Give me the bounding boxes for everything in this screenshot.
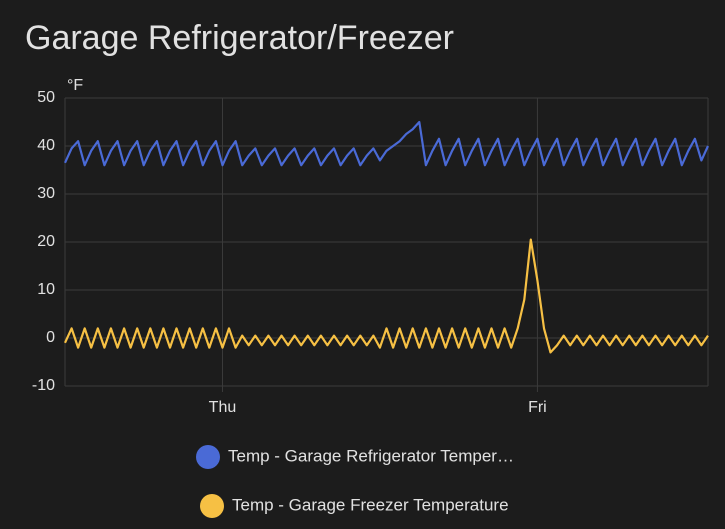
chart-title: Garage Refrigerator/Freezer	[25, 19, 454, 57]
y-tick-label: 0	[46, 329, 55, 346]
legend-label: Temp - Garage Freezer Temperature	[232, 495, 509, 514]
series-line	[64, 238, 709, 354]
y-tick-label: -10	[32, 377, 55, 394]
y-axis-label: °F	[67, 77, 83, 94]
x-tick-label: Thu	[209, 399, 237, 416]
series-line	[64, 120, 709, 167]
y-tick-label: 40	[37, 137, 55, 154]
y-tick-label: 30	[37, 185, 55, 202]
legend-swatch	[196, 445, 220, 469]
legend-label: Temp - Garage Refrigerator Temper…	[228, 446, 514, 465]
y-tick-label: 10	[37, 281, 55, 298]
y-tick-label: 50	[37, 89, 55, 106]
legend-swatch	[200, 494, 224, 518]
y-tick-label: 20	[37, 233, 55, 250]
x-tick-label: Fri	[528, 399, 547, 416]
